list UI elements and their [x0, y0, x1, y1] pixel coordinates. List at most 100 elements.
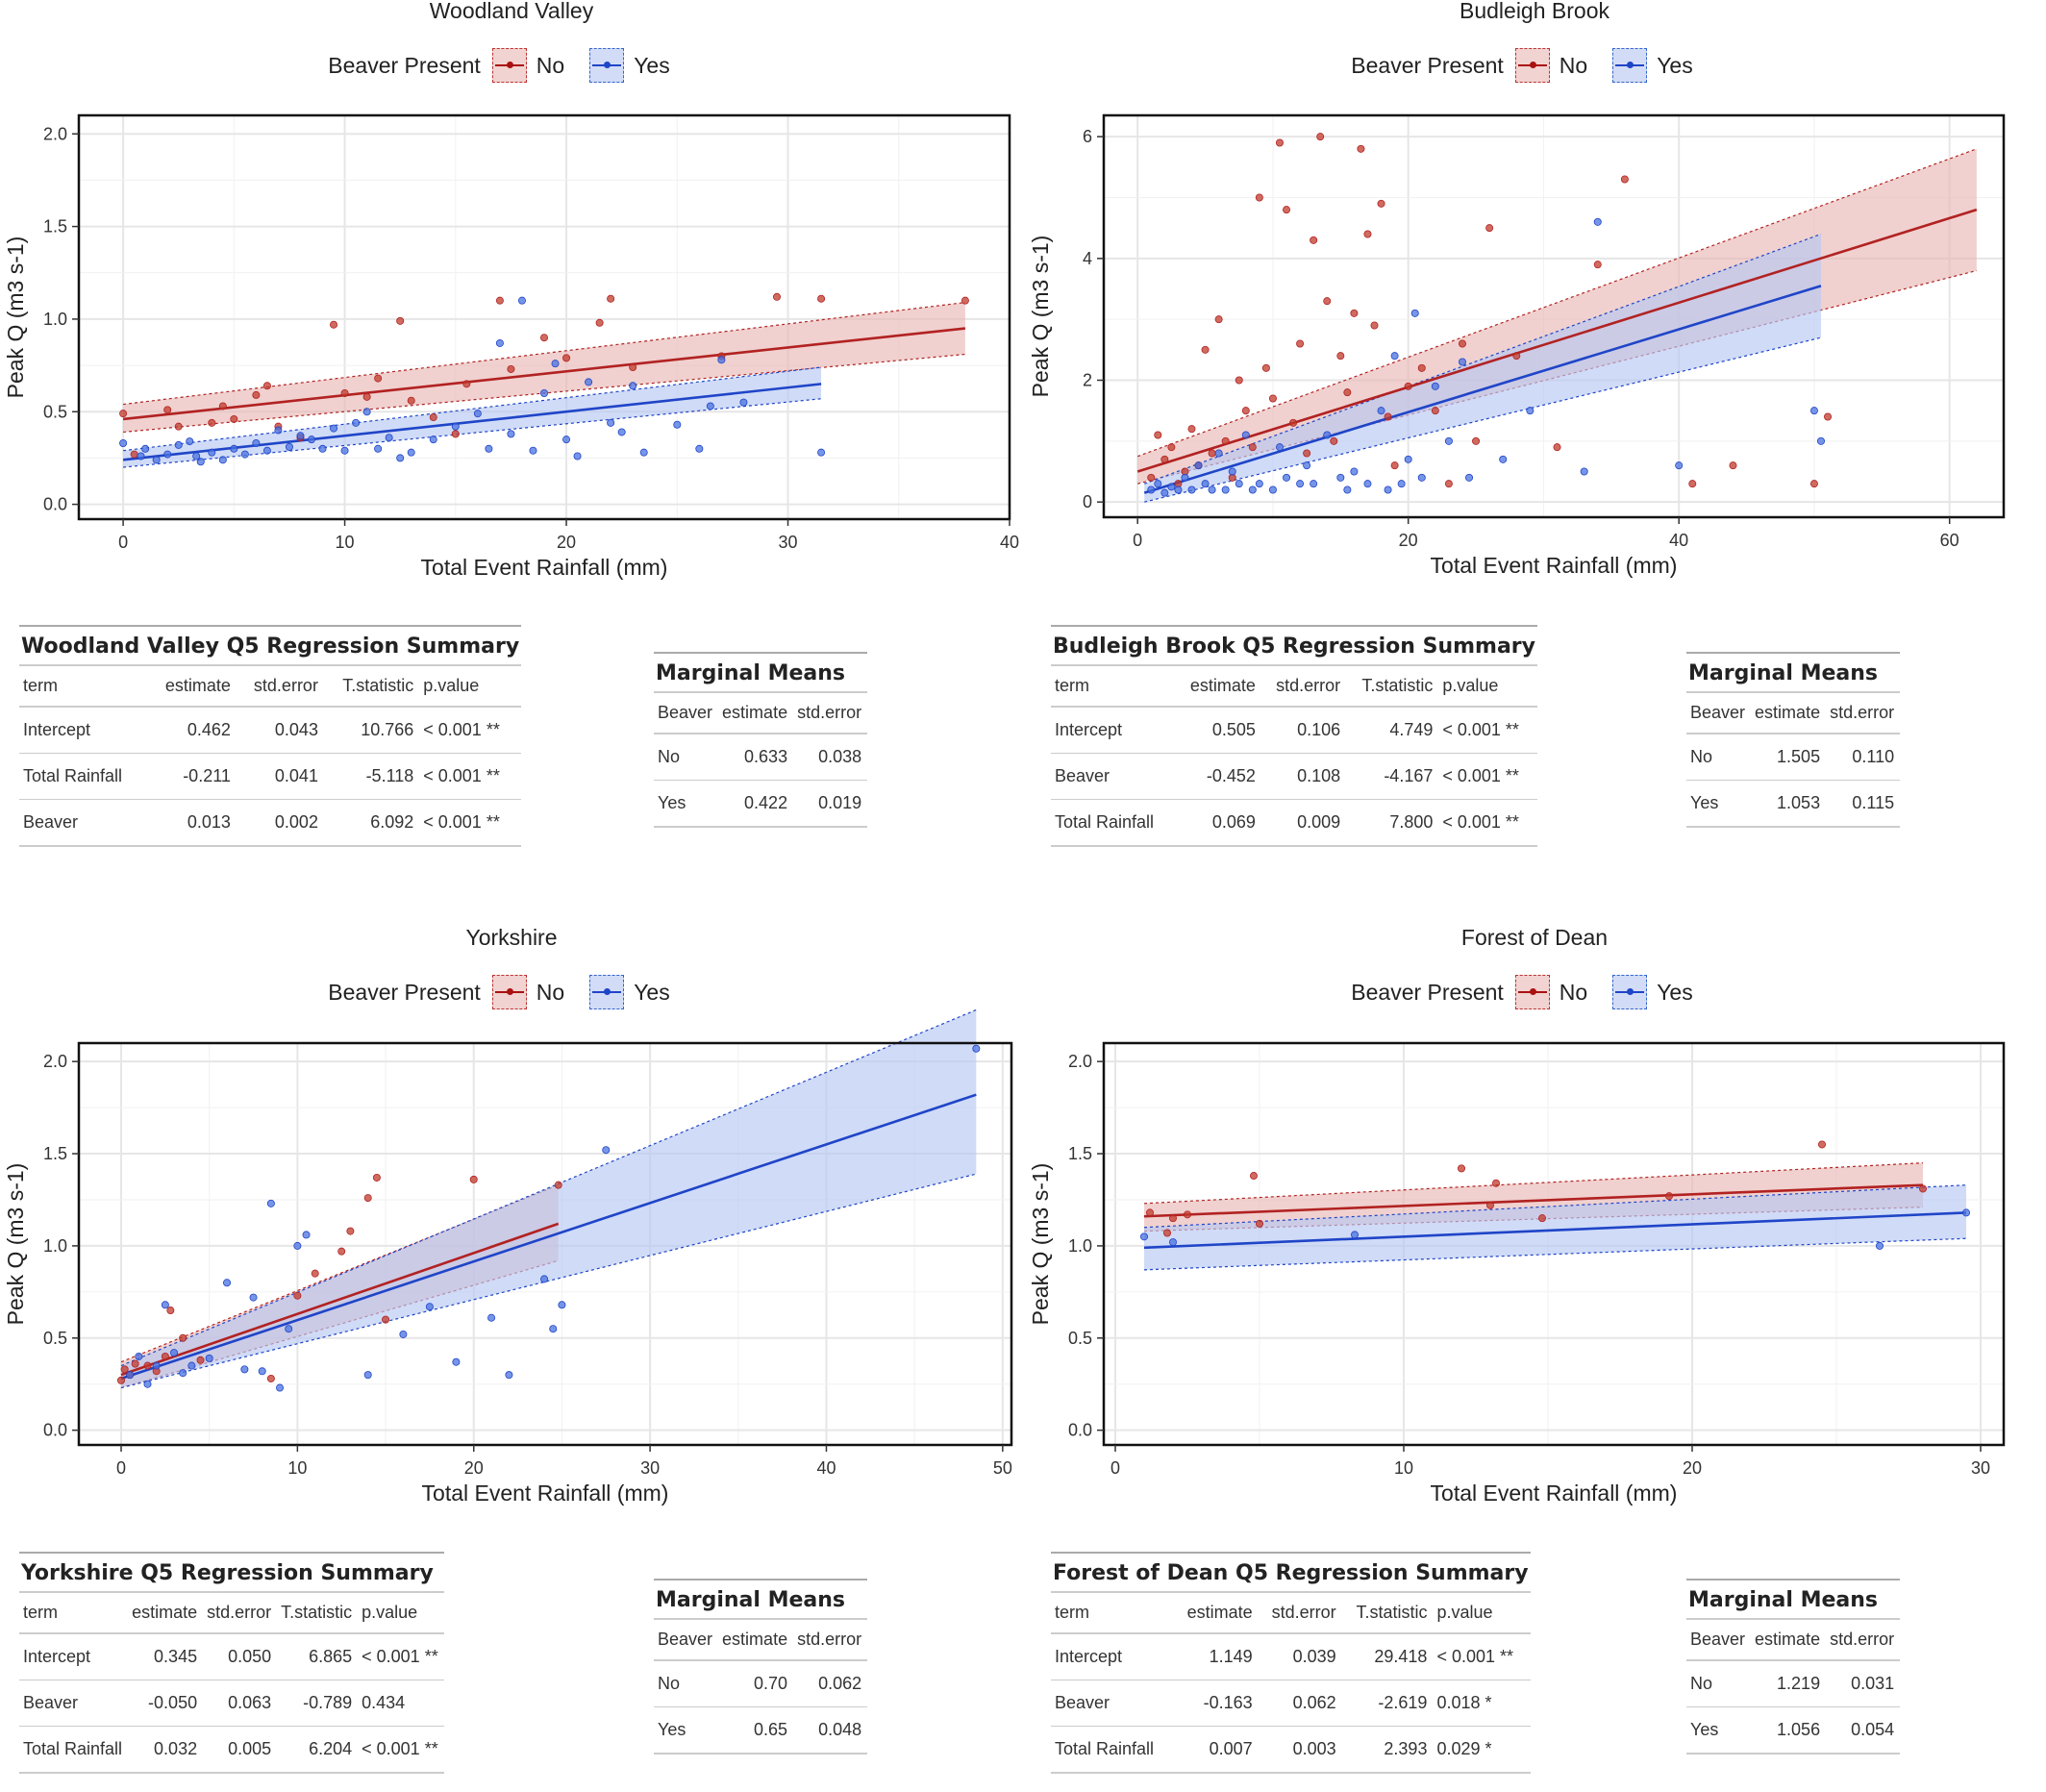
data-point-no [1512, 352, 1521, 361]
regression-table-woodland-valley: Woodland Valley Q5 Regression Summary ter… [19, 625, 522, 847]
table-cell: Yes [1686, 1706, 1752, 1755]
table-cell: < 0.001 ** [1438, 707, 1537, 754]
table-cell: Intercept [1051, 1633, 1174, 1680]
legend-key-yes [1612, 48, 1648, 83]
data-point-no [337, 1247, 346, 1256]
data-point-yes [517, 296, 526, 305]
legend-key-no [1514, 48, 1550, 83]
table-row: No 0.70 0.062 [654, 1660, 868, 1707]
chart-svg: 0 20 40 60 0 2 4 6 Total Event Rainfall (mm) Peak… [1028, 113, 2006, 578]
data-point-no [1303, 449, 1311, 458]
data-point-yes [602, 1146, 611, 1155]
x-tick-label: 50 [993, 1458, 1012, 1478]
legend-key-yes [589, 48, 625, 83]
table-cell: 1.149 [1173, 1633, 1259, 1680]
data-point-no [1145, 1208, 1154, 1217]
legend: Beaver Present No Yes [1023, 48, 2046, 83]
table-cell: 0.002 [236, 799, 324, 847]
data-point-no [1289, 418, 1298, 427]
legend-label-no: No [536, 52, 565, 78]
data-point-no [1330, 436, 1338, 445]
x-tick-label: 30 [1971, 1458, 1990, 1478]
data-point-no [607, 294, 615, 303]
data-point-no [1444, 480, 1453, 488]
marginal-means-table-woodland-valley: Marginal Means Beaver estimate std.error No 0… [654, 652, 868, 828]
summary-table: Woodland Valley Q5 Regression Summary ter… [19, 625, 522, 847]
data-point-no [1249, 1172, 1258, 1181]
table-cell: 0.038 [793, 734, 868, 781]
data-point-yes [1384, 485, 1392, 494]
table-row: Total Rainfall -0.211 0.041 -5.118 < 0.001 *… [19, 753, 522, 800]
table-cell: Intercept [1051, 707, 1176, 754]
band-upper-edge [120, 1008, 977, 1367]
x-axis-title: Total Event Rainfall (mm) [1431, 553, 1678, 578]
data-point-yes [452, 1357, 461, 1366]
data-point-no [1404, 382, 1412, 390]
data-point-yes [1343, 485, 1352, 494]
band-upper-edge [123, 366, 822, 452]
table-row: Total Rainfall 0.032 0.005 6.204 < 0.001 ** [19, 1726, 444, 1774]
plot-border [77, 113, 1011, 521]
data-point-no [1323, 297, 1332, 306]
data-point-no [346, 1227, 355, 1235]
table-cell: -2.619 [1341, 1680, 1434, 1727]
column-header: term [19, 665, 148, 708]
legend-title: Beaver Present [328, 979, 481, 1005]
data-point-no [1809, 480, 1818, 488]
table-row: Intercept 1.149 0.039 29.418 < 0.001 ** [1051, 1633, 1531, 1680]
column-header: p.value [1433, 1592, 1531, 1634]
confidence-band-yes [123, 367, 822, 468]
table-cell: 1.056 [1751, 1706, 1827, 1755]
data-point-no [266, 1374, 275, 1382]
chart-panel-budleigh-brook: Budleigh Brook Beaver Present No Yes 0 20… [1023, 0, 2046, 578]
table-row: Intercept 0.462 0.043 10.766 < 0.001 ** [19, 707, 522, 754]
data-point-no [1491, 1179, 1500, 1187]
data-point-yes [141, 444, 150, 453]
y-axis-title: Peak Q (m3 s-1) [3, 236, 28, 399]
table-cell: 0.032 [128, 1726, 204, 1774]
legend: Beaver Present No Yes [0, 975, 1023, 1009]
table-cell: -0.163 [1173, 1680, 1259, 1727]
y-tick-label: 2 [1083, 371, 1092, 390]
column-header: term [1051, 665, 1176, 708]
table-cell: 0.050 [203, 1633, 278, 1680]
data-point-yes [230, 444, 238, 453]
data-point-yes [1350, 467, 1359, 476]
table-row: No 1.505 0.110 [1686, 734, 1901, 781]
data-point-yes [1410, 309, 1419, 317]
data-point-yes [1458, 358, 1466, 366]
y-tick-label: 1.0 [1068, 1236, 1092, 1256]
band-lower-edge [1144, 336, 1822, 503]
data-point-yes [1363, 480, 1372, 488]
table-cell: 0.434 [358, 1680, 444, 1727]
band-upper-edge [1136, 148, 1978, 458]
fit-line-no [120, 1222, 560, 1377]
data-point-yes [1154, 480, 1162, 488]
data-point-no [1160, 455, 1169, 463]
data-point-no [1350, 309, 1359, 317]
y-tick-label: 0.5 [43, 402, 67, 421]
data-point-yes [425, 1303, 434, 1311]
data-point-no [262, 382, 271, 390]
data-point-yes [1431, 382, 1439, 390]
chart-title: Yorkshire [465, 925, 558, 950]
data-point-yes [330, 424, 338, 433]
table-cell: 0.039 [1258, 1633, 1342, 1680]
data-point-yes [266, 1199, 275, 1207]
data-point-yes [562, 436, 571, 444]
data-point-no [196, 1356, 205, 1364]
table-cell: < 0.001 ** [358, 1726, 444, 1774]
data-point-no [1593, 261, 1602, 269]
data-point-yes [1809, 407, 1818, 415]
data-point-yes [163, 450, 172, 459]
table-cell: 0.009 [1260, 799, 1347, 847]
data-point-no [540, 334, 549, 342]
data-point-yes [558, 1301, 566, 1309]
table-cell: Yes [654, 780, 719, 828]
table-title: Budleigh Brook Q5 Regression Summary [1051, 625, 1537, 666]
table-cell: 0.048 [793, 1706, 868, 1755]
data-point-yes [399, 1330, 408, 1338]
data-point-no [1824, 412, 1833, 421]
x-tick-label: 20 [464, 1458, 484, 1478]
data-point-yes [205, 1354, 213, 1362]
